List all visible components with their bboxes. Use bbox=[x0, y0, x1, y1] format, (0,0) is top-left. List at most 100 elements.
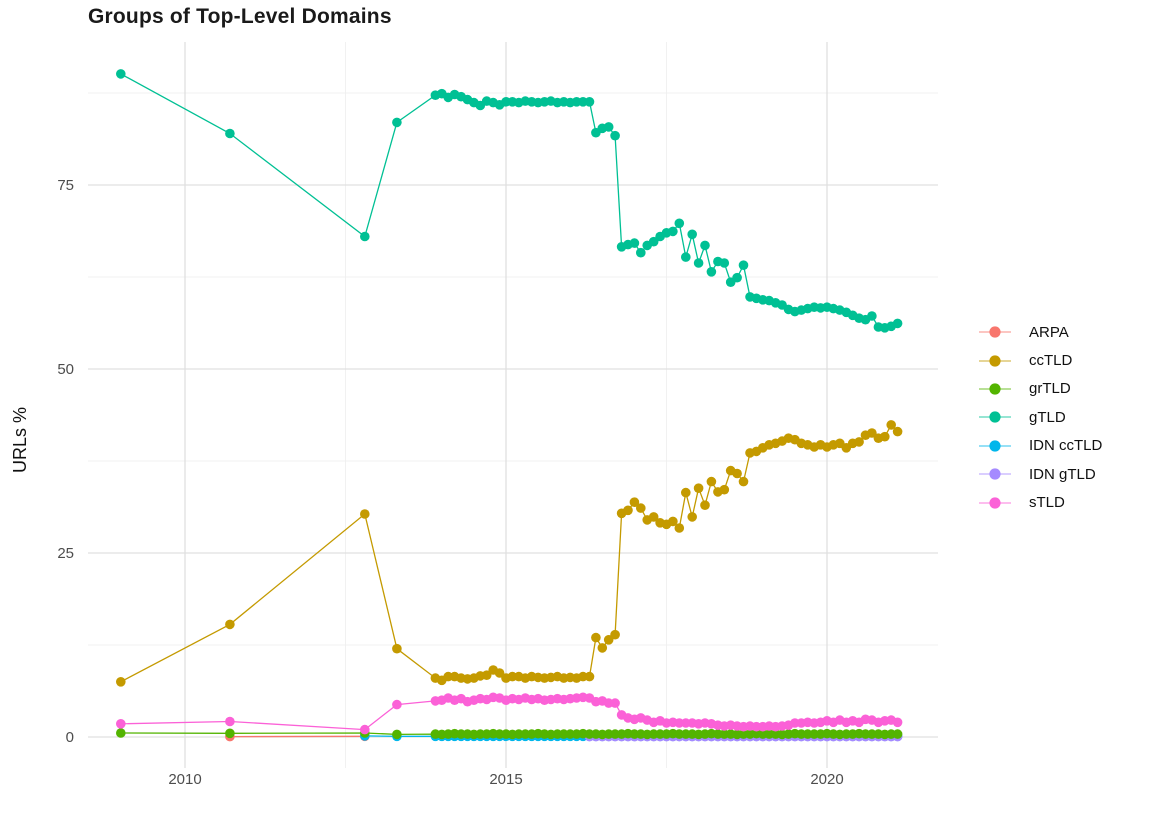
data-point-cctld bbox=[494, 668, 505, 678]
data-point-gtld bbox=[392, 117, 402, 128]
data-point-gtld bbox=[706, 267, 717, 277]
data-point-stld bbox=[392, 699, 402, 710]
legend-item-idn-gtld: IDN gTLD bbox=[978, 460, 1102, 488]
legend-label-stld: sTLD bbox=[1029, 494, 1065, 512]
data-point-cctld bbox=[854, 437, 864, 447]
data-point-cctld bbox=[674, 523, 685, 533]
data-point-gtld bbox=[719, 258, 730, 268]
data-point-cctld bbox=[738, 476, 749, 487]
data-point-cctld bbox=[116, 677, 126, 687]
data-point-gtld bbox=[867, 311, 877, 321]
data-point-cctld bbox=[591, 632, 601, 643]
legend-item-grtld: grTLD bbox=[978, 375, 1102, 403]
data-point-gtld bbox=[700, 240, 710, 251]
data-point-gtld bbox=[674, 218, 685, 229]
legend-key-icon-arpa bbox=[979, 326, 1011, 338]
legend-key-icon-idn-cctld bbox=[979, 440, 1011, 452]
data-point-cctld bbox=[880, 431, 890, 442]
y-tick-25: 25 bbox=[57, 545, 74, 562]
data-point-cctld bbox=[636, 503, 646, 513]
data-point-grtld bbox=[892, 729, 903, 739]
data-point-gtld bbox=[629, 238, 640, 248]
data-point-gtld bbox=[636, 247, 646, 258]
legend-item-arpa: ARPA bbox=[978, 318, 1102, 346]
y-tick-0: 0 bbox=[65, 729, 74, 746]
data-point-cctld bbox=[668, 516, 678, 527]
data-point-cctld bbox=[392, 643, 402, 654]
data-point-grtld bbox=[392, 729, 402, 740]
legend-key-icon-cctld bbox=[979, 354, 1011, 367]
series-points-grtld bbox=[116, 728, 903, 740]
data-point-gtld bbox=[738, 260, 749, 271]
data-point-grtld bbox=[225, 728, 235, 739]
data-point-gtld bbox=[732, 272, 742, 283]
data-point-gtld bbox=[360, 231, 370, 242]
data-point-grtld bbox=[116, 728, 126, 738]
data-point-cctld bbox=[610, 629, 620, 640]
chart-title: Groups of Top-Level Domains bbox=[88, 5, 392, 28]
legend-label-idn-gtld: IDN gTLD bbox=[1029, 465, 1096, 483]
legend-label-cctld: ccTLD bbox=[1029, 352, 1073, 370]
data-point-cctld bbox=[693, 483, 704, 494]
x-tick-2010: 2010 bbox=[168, 771, 202, 788]
data-point-cctld bbox=[687, 512, 697, 522]
legend-item-idn-cctld: IDN ccTLD bbox=[978, 432, 1102, 460]
y-tick-50: 50 bbox=[57, 361, 74, 378]
data-point-gtld bbox=[225, 128, 235, 139]
data-point-gtld bbox=[693, 258, 704, 268]
legend-item-cctld: ccTLD bbox=[978, 346, 1102, 374]
legend-label-idn-cctld: IDN ccTLD bbox=[1029, 437, 1103, 455]
data-point-cctld bbox=[603, 635, 614, 645]
series-points-gtld bbox=[116, 69, 903, 333]
data-point-cctld bbox=[700, 500, 710, 511]
data-point-stld bbox=[225, 716, 235, 727]
legend-key-icon-gtld bbox=[979, 411, 1011, 423]
data-point-stld bbox=[610, 698, 620, 708]
legend-label-arpa: ARPA bbox=[1029, 323, 1069, 341]
data-point-stld bbox=[892, 717, 903, 728]
legend-label-grtld: grTLD bbox=[1029, 380, 1071, 398]
data-point-gtld bbox=[681, 252, 691, 262]
data-point-stld bbox=[360, 724, 370, 735]
legend: ARPA ccTLD grTLD gTLD IDN ccTLD IDN gTLD sTLD bbox=[978, 318, 1102, 517]
data-point-gtld bbox=[892, 318, 903, 329]
y-tick-75: 75 bbox=[57, 177, 74, 194]
data-point-gtld bbox=[584, 97, 595, 107]
legend-key-icon-idn-gtld bbox=[979, 468, 1011, 480]
series-line-gtld bbox=[120, 73, 898, 329]
data-point-stld bbox=[116, 719, 126, 729]
data-point-gtld bbox=[116, 69, 126, 79]
x-tick-2020: 2020 bbox=[810, 771, 844, 788]
data-point-cctld bbox=[681, 487, 691, 498]
data-point-gtld bbox=[648, 236, 659, 247]
data-point-cctld bbox=[648, 512, 659, 522]
series-points-stld bbox=[116, 692, 903, 735]
legend-item-gtld: gTLD bbox=[978, 403, 1102, 431]
x-tick-2015: 2015 bbox=[489, 771, 523, 788]
data-point-cctld bbox=[629, 497, 640, 508]
data-point-cctld bbox=[719, 484, 730, 495]
data-point-gtld bbox=[603, 122, 614, 132]
data-point-cctld bbox=[732, 468, 742, 479]
data-point-cctld bbox=[623, 505, 633, 516]
legend-label-gtld: gTLD bbox=[1029, 408, 1066, 426]
data-point-cctld bbox=[597, 643, 608, 653]
legend-key-icon-stld bbox=[979, 496, 1011, 509]
series-points-cctld bbox=[116, 420, 903, 687]
data-point-cctld bbox=[584, 671, 595, 682]
data-point-cctld bbox=[706, 476, 717, 487]
legend-item-stld: sTLD bbox=[978, 488, 1102, 516]
data-point-gtld bbox=[668, 226, 678, 237]
data-point-cctld bbox=[867, 428, 877, 438]
y-axis-title: URLs % bbox=[10, 407, 30, 474]
data-point-gtld bbox=[687, 229, 697, 240]
data-point-cctld bbox=[360, 509, 370, 519]
data-point-cctld bbox=[481, 670, 492, 680]
data-point-cctld bbox=[886, 420, 896, 430]
legend-key-icon-grtld bbox=[979, 383, 1011, 395]
data-point-cctld bbox=[225, 619, 235, 630]
data-point-cctld bbox=[892, 426, 903, 437]
data-point-gtld bbox=[610, 130, 620, 141]
